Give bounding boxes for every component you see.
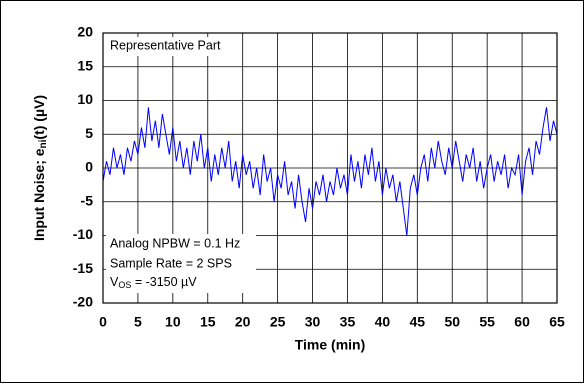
- x-tick-label: 55: [479, 314, 495, 330]
- y-tick-label: 0: [85, 159, 93, 175]
- annotation-part: = -3150 µV: [131, 275, 197, 289]
- y-tick-label: 15: [77, 57, 93, 73]
- annotation-part: V: [110, 275, 119, 289]
- y-tick-label: -15: [73, 260, 93, 276]
- y-tick-label: -10: [73, 226, 93, 242]
- x-tick-label: 30: [305, 314, 321, 330]
- x-tick-label: 25: [270, 314, 286, 330]
- note-bg: [106, 37, 236, 56]
- y-label-part: (t) (µV): [31, 95, 47, 140]
- y-axis-label: Input Noise; eni(t) (µV): [31, 95, 49, 241]
- annotation: Sample Rate = 2 SPS: [110, 256, 232, 270]
- y-tick-label: 5: [85, 125, 93, 141]
- plot-border: [102, 32, 558, 304]
- y-tick-label: -20: [73, 294, 93, 310]
- plot: [102, 107, 558, 236]
- x-tick-label: 40: [375, 314, 391, 330]
- x-axis-label: Time (min): [295, 337, 366, 353]
- x-tick-label: 5: [134, 314, 142, 330]
- annotation: Representative Part: [110, 38, 221, 52]
- x-tick-label: 0: [99, 314, 107, 330]
- annotation: Analog NPBW = 0.1 Hz: [110, 236, 240, 250]
- x-tick-label: 50: [444, 314, 460, 330]
- note-bg: [106, 234, 256, 293]
- line: [102, 107, 558, 236]
- x-tick-label: 65: [549, 314, 565, 330]
- x-tick-label: 15: [200, 314, 216, 330]
- x-tick-label: 10: [165, 314, 181, 330]
- y-label-part: Input Noise; e: [31, 148, 47, 241]
- x-tick-label: 35: [340, 314, 356, 330]
- y-label-sub: ni: [38, 139, 49, 148]
- y-tick-label: 20: [77, 24, 93, 40]
- annotation-sub: OS: [118, 280, 131, 290]
- x-tick-label: 45: [410, 314, 426, 330]
- annotation: VOS = -3150 µV: [110, 275, 197, 290]
- x-tick-label: 60: [514, 314, 530, 330]
- y-tick-label: -5: [81, 192, 94, 208]
- x-tick-label: 20: [235, 314, 251, 330]
- y-tick-label: 10: [77, 91, 93, 107]
